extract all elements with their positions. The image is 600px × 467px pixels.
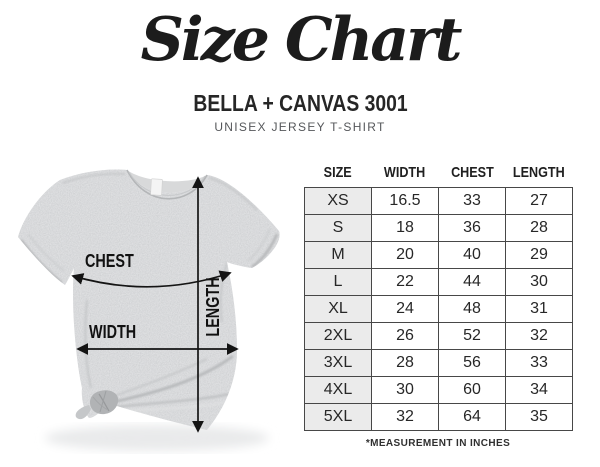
brand-line: BELLA + CANVAS 3001 <box>0 90 600 117</box>
chest-arrow <box>71 270 232 288</box>
size-cell: 2XL <box>304 322 372 350</box>
size-cell: L <box>304 268 372 296</box>
page-title: Size Chart <box>140 5 463 75</box>
length-label-text: LENGTH <box>203 277 223 337</box>
width-cell: 16.5 <box>371 187 439 215</box>
col-header-size: SIZE <box>323 164 353 181</box>
size-cell: XL <box>304 295 372 323</box>
width-cell: 32 <box>371 403 439 431</box>
size-cell: 5XL <box>304 403 372 431</box>
hem-knot <box>75 390 119 420</box>
size-cell: M <box>304 241 372 269</box>
width-cell: 18 <box>371 214 439 242</box>
table-row: 5XL 32 64 35 <box>304 403 573 431</box>
length-cell: 30 <box>505 268 573 296</box>
table-row: XS 16.5 33 27 <box>304 187 573 215</box>
tshirt-figure: CHEST WIDTH LENGTH <box>0 148 300 467</box>
size-cell: XS <box>304 187 372 215</box>
size-table: SIZE WIDTH CHEST LENGTH XS 16.5 33 27 S … <box>304 164 573 449</box>
chest-cell: 48 <box>438 295 506 323</box>
col-header-width: WIDTH <box>384 164 426 181</box>
chest-cell: 60 <box>438 376 506 404</box>
table-row: 3XL 28 56 33 <box>304 349 573 377</box>
size-table-grid: SIZE WIDTH CHEST LENGTH XS 16.5 33 27 S … <box>304 164 573 431</box>
collar-tag <box>150 178 163 196</box>
length-cell: 29 <box>505 241 573 269</box>
table-header-row: SIZE WIDTH CHEST LENGTH <box>305 164 573 188</box>
length-cell: 28 <box>505 214 573 242</box>
brand-text: BELLA + CANVAS 3001 <box>192 90 408 116</box>
col-header-length: LENGTH <box>513 164 565 181</box>
width-cell: 22 <box>371 268 439 296</box>
table-row: 2XL 26 52 32 <box>304 322 573 350</box>
size-cell: S <box>304 214 372 242</box>
length-cell: 32 <box>505 322 573 350</box>
chest-cell: 36 <box>438 214 506 242</box>
measurement-footnote: *MEASUREMENT IN INCHES <box>365 438 511 449</box>
shirt-body <box>18 169 280 430</box>
width-cell: 26 <box>371 322 439 350</box>
shirt-shadow <box>45 425 269 451</box>
size-cell: 3XL <box>304 349 372 377</box>
length-cell: 35 <box>505 403 573 431</box>
table-row: 4XL 30 60 34 <box>304 376 573 404</box>
width-label-text: WIDTH <box>89 322 137 342</box>
table-row: XL 24 48 31 <box>304 295 573 323</box>
chest-cell: 64 <box>438 403 506 431</box>
width-cell: 30 <box>371 376 439 404</box>
width-cell: 28 <box>371 349 439 377</box>
chest-cell: 40 <box>438 241 506 269</box>
tshirt-illustration <box>18 169 280 451</box>
chest-cell: 56 <box>438 349 506 377</box>
length-label: LENGTH <box>203 277 223 344</box>
table-row: L 22 44 30 <box>304 268 573 296</box>
chest-label: CHEST <box>85 252 146 270</box>
chest-cell: 33 <box>438 187 506 215</box>
chest-cell: 44 <box>438 268 506 296</box>
length-cell: 33 <box>505 349 573 377</box>
product-line: UNISEX JERSEY T-SHIRT <box>214 120 386 134</box>
width-cell: 24 <box>371 295 439 323</box>
chest-label-text: CHEST <box>85 251 134 271</box>
length-cell: 31 <box>505 295 573 323</box>
measure-arrows <box>71 176 239 433</box>
length-cell: 34 <box>505 376 573 404</box>
table-row: M 20 40 29 <box>304 241 573 269</box>
col-header-chest: CHEST <box>450 164 494 181</box>
width-cell: 20 <box>371 241 439 269</box>
chest-cell: 52 <box>438 322 506 350</box>
size-cell: 4XL <box>304 376 372 404</box>
length-cell: 27 <box>505 187 573 215</box>
width-label: WIDTH <box>89 323 148 341</box>
table-row: S 18 36 28 <box>304 214 573 242</box>
